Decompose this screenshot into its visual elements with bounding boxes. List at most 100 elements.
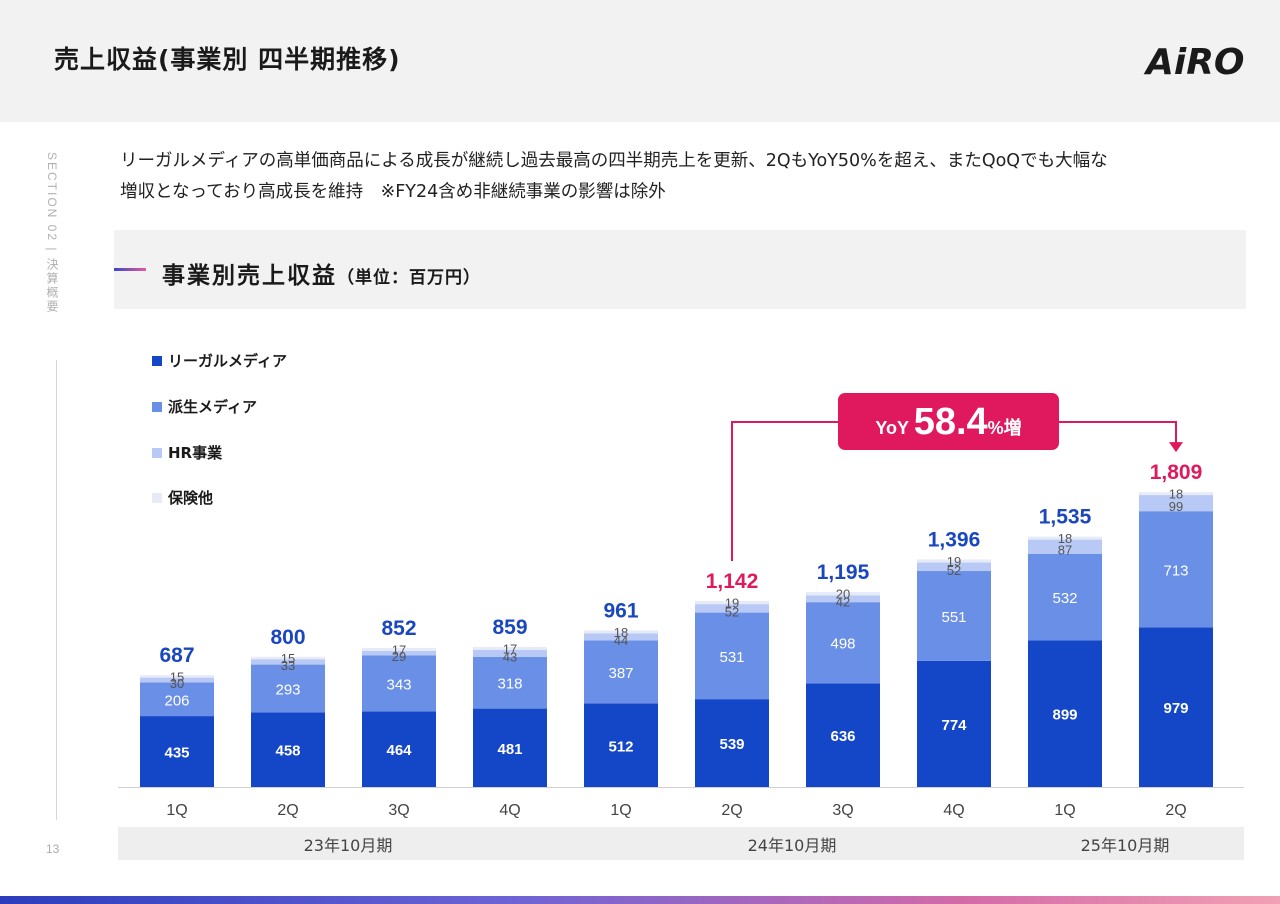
data-label: 18 [1058, 531, 1072, 546]
data-label: 464 [386, 742, 412, 759]
bar-segment [140, 677, 214, 683]
bar-segment [251, 712, 325, 787]
bar-segment [917, 562, 991, 572]
legend-label: 保険他 [168, 489, 214, 507]
bar-segment [1028, 539, 1102, 554]
total-label: 800 [270, 626, 305, 649]
bar-segment [806, 683, 880, 787]
bar-segment [473, 646, 547, 650]
data-label: 52 [947, 563, 961, 578]
legend-label: リーガルメディア [168, 352, 287, 370]
bar-segment [1028, 553, 1102, 641]
bottom-gradient-strip [0, 896, 1280, 904]
chart-title: 事業別売上収益（単位：百万円） [162, 256, 481, 290]
data-label: 531 [719, 649, 744, 666]
x-tick-label: 2Q [277, 802, 298, 819]
total-label: 852 [381, 617, 416, 640]
bar-segment [473, 649, 547, 657]
bar-segment [1139, 495, 1213, 512]
data-label: 30 [170, 676, 184, 691]
bar-segment [251, 656, 325, 660]
data-label: 318 [497, 676, 522, 693]
legend-item-insurance: 保険他 [152, 487, 213, 508]
data-label: 458 [275, 743, 300, 760]
bar-segment [695, 604, 769, 613]
page-title: 売上収益(事業別 四半期推移) [54, 45, 401, 74]
x-tick-label: 2Q [1165, 802, 1186, 819]
total-label: 859 [492, 616, 527, 639]
total-label: 1,535 [1039, 506, 1092, 529]
legend-swatch [152, 447, 162, 458]
data-label: 636 [830, 728, 855, 745]
data-label: 52 [725, 604, 739, 619]
x-tick-label: 3Q [388, 802, 409, 819]
x-tick-label: 1Q [1054, 802, 1075, 819]
bar-segment [1028, 536, 1102, 540]
total-label: 687 [159, 644, 194, 667]
bar-segment [917, 559, 991, 563]
page-number: 13 [46, 842, 60, 856]
x-tick-label: 4Q [943, 802, 964, 819]
fiscal-period-band: 24年10月期 [562, 827, 1022, 860]
x-tick-label: 4Q [499, 802, 520, 819]
chart-title-text: 事業別売上収益 [162, 263, 337, 289]
data-label: 979 [1163, 700, 1188, 717]
bar-segment [806, 602, 880, 684]
total-label: 1,396 [928, 528, 981, 551]
data-label: 387 [608, 665, 633, 682]
data-label: 87 [1058, 543, 1072, 558]
data-label: 17 [392, 642, 406, 657]
header-band [0, 0, 1280, 122]
bar-segment [362, 711, 436, 787]
chart-subheader: 事業別売上収益（単位：百万円） [114, 230, 1246, 309]
bar-segment [695, 612, 769, 700]
bar-segment [1139, 511, 1213, 628]
bar-segment [584, 630, 658, 634]
bar-segment [140, 682, 214, 717]
legend-item-legal-media: リーガルメディア [152, 350, 287, 371]
data-label: 435 [164, 745, 189, 762]
bar-segment [362, 655, 436, 712]
data-label: 551 [941, 609, 966, 626]
data-label: 18 [614, 625, 628, 640]
legend-label: HR事業 [168, 444, 223, 462]
bar-segment [140, 675, 214, 678]
bar-segment [473, 656, 547, 709]
chart-unit: （単位：百万円） [337, 268, 481, 288]
data-label: 43 [503, 649, 517, 664]
data-label: 206 [164, 692, 189, 709]
bar-segment [806, 595, 880, 603]
legend-item-hr: HR事業 [152, 442, 222, 463]
data-label: 42 [836, 595, 850, 610]
side-divider [56, 360, 57, 820]
legend-swatch [152, 401, 162, 412]
fiscal-period-band: 23年10月期 [118, 827, 578, 860]
description-line-1: リーガルメディアの高単価商品による成長が継続し過去最高の四半期売上を更新、2Qも… [120, 151, 1108, 171]
yoy-box [838, 393, 1059, 450]
data-label: 33 [281, 658, 295, 673]
bar-segment [584, 633, 658, 641]
x-tick-label: 1Q [610, 802, 631, 819]
data-label: 512 [608, 738, 633, 755]
data-label: 20 [836, 587, 850, 602]
data-label: 44 [614, 633, 628, 648]
description-line-2: 増収となっており高成長を維持 ※FY24含め非継続事業の影響は除外 [120, 182, 666, 202]
bar-segment [362, 650, 436, 656]
bar-segment [473, 708, 547, 787]
description: リーガルメディアの高単価商品による成長が継続し過去最高の四半期売上を更新、2Qも… [120, 146, 1250, 208]
data-label: 481 [497, 741, 522, 758]
subheader-accent-line [114, 268, 146, 271]
total-label: 961 [603, 599, 638, 622]
data-label: 532 [1052, 590, 1077, 607]
bar-segment [806, 592, 880, 596]
data-label: 774 [941, 717, 967, 734]
x-tick-label: 2Q [721, 802, 742, 819]
bar-segment [140, 716, 214, 787]
legend-item-derived-media: 派生メディア [152, 396, 257, 417]
data-label: 539 [719, 736, 744, 753]
bar-segment [362, 647, 436, 651]
bar-segment [1139, 627, 1213, 787]
data-label: 29 [392, 649, 406, 664]
legend-swatch [152, 492, 162, 503]
